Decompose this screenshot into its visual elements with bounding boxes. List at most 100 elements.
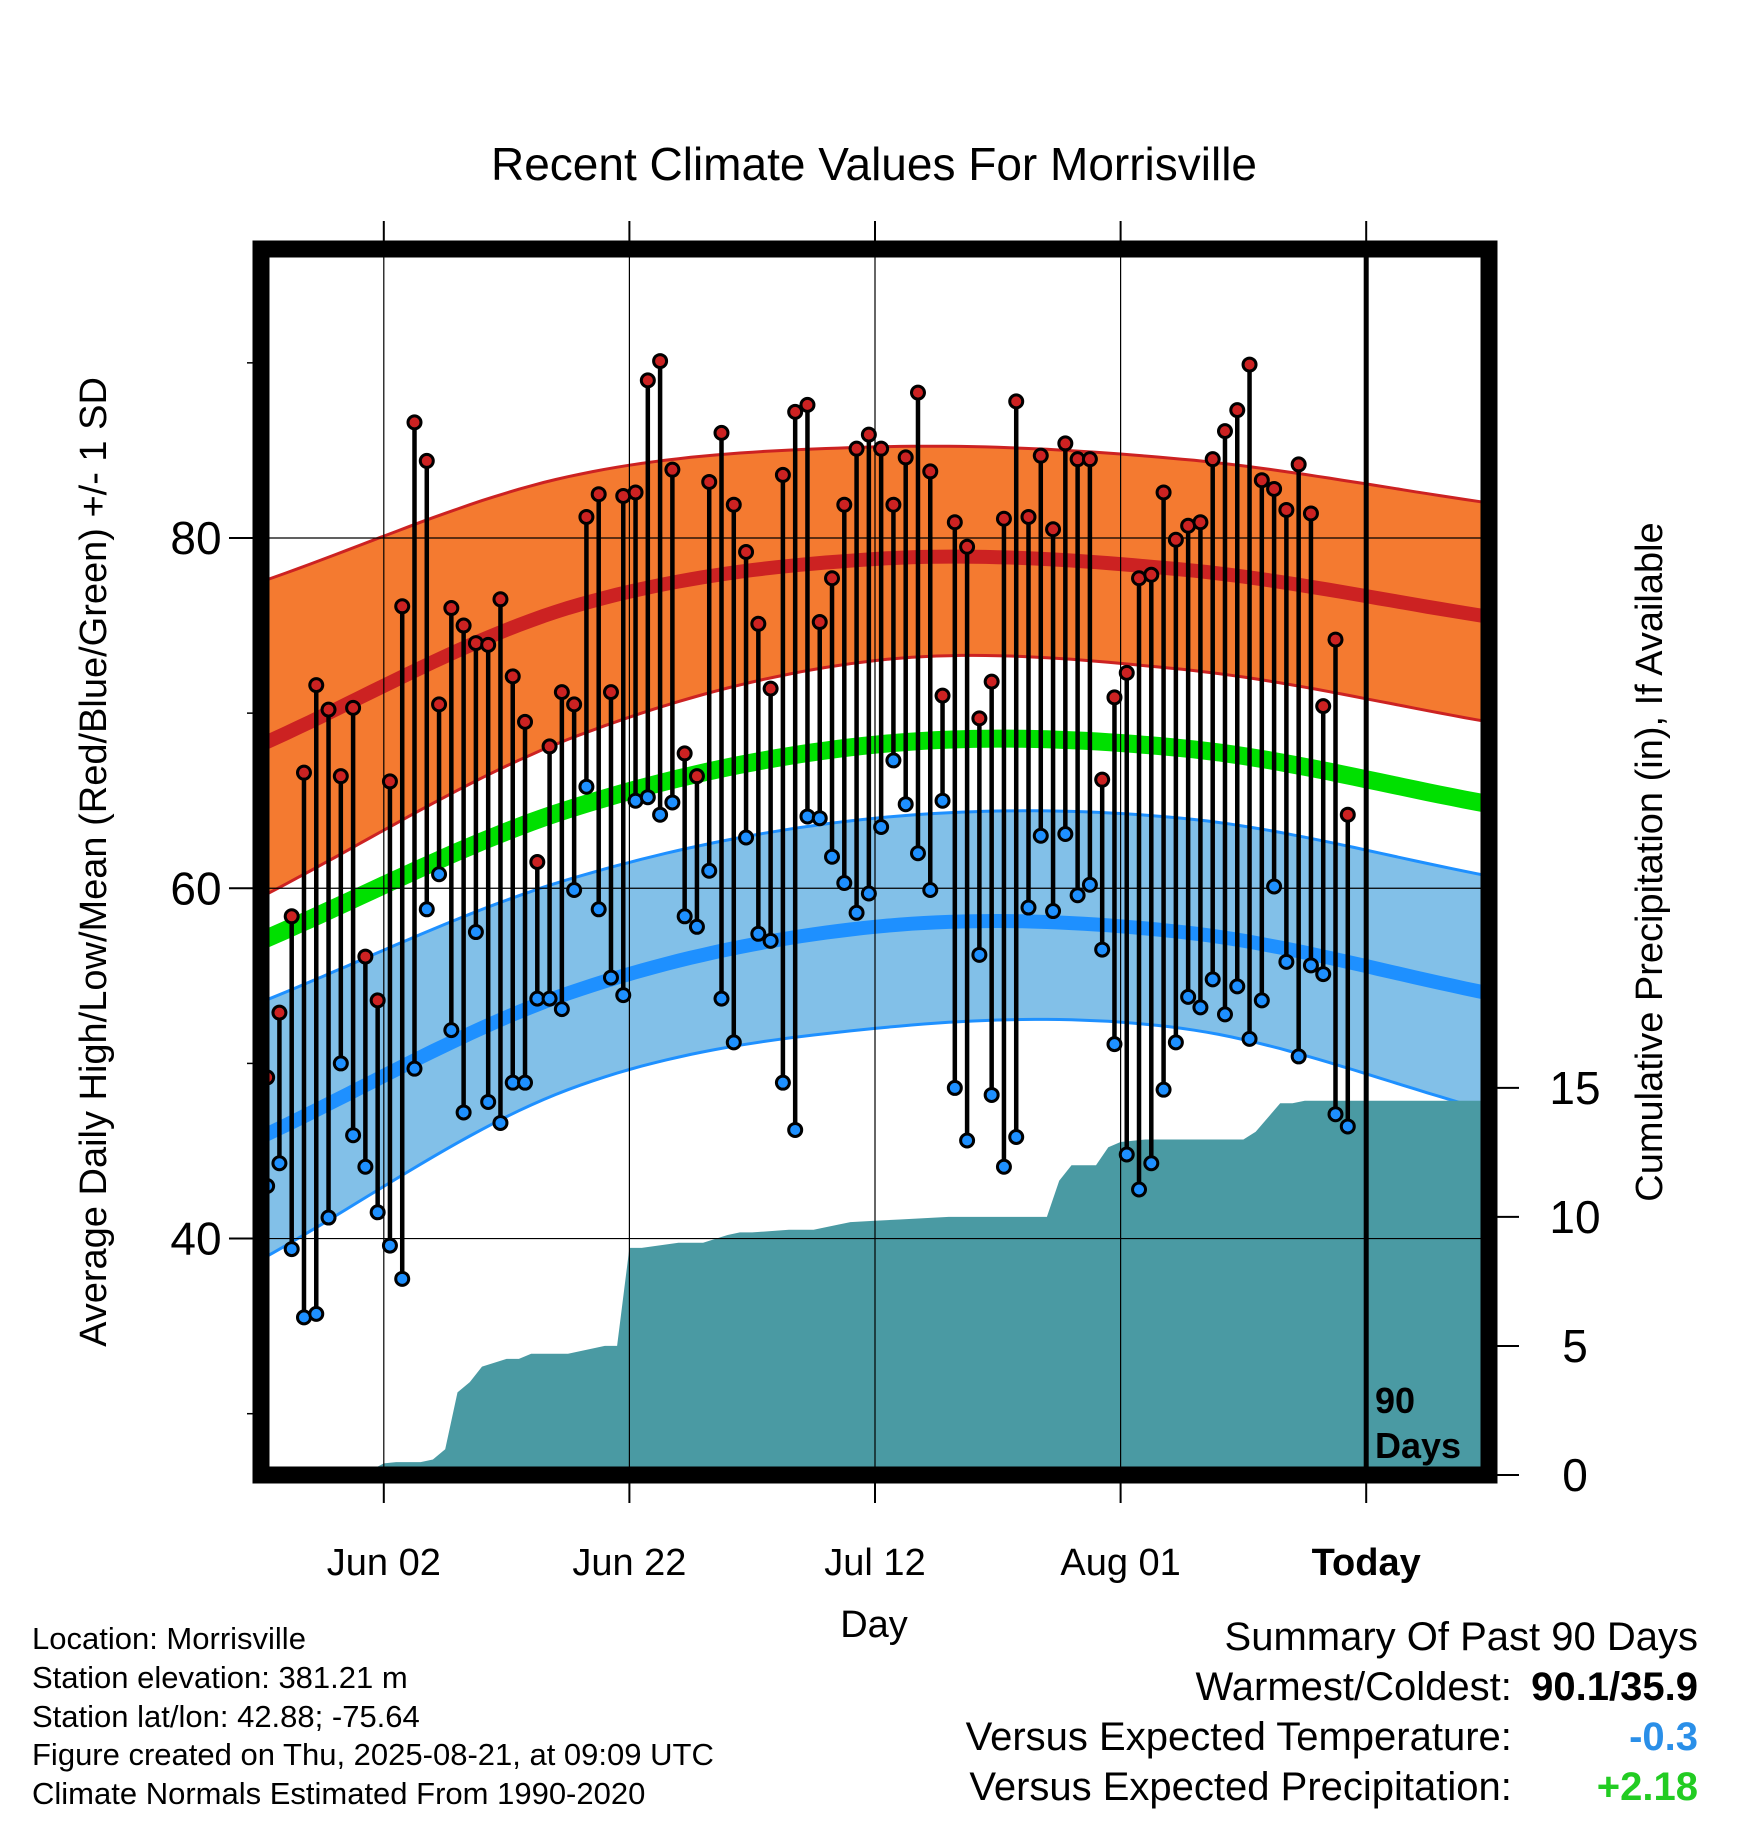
daily-low-point xyxy=(443,1022,460,1039)
daily-high-point xyxy=(369,992,386,1009)
daily-low-point xyxy=(811,810,828,827)
daily-low-point xyxy=(1339,1118,1356,1135)
daily-high-point xyxy=(909,384,926,401)
daily-high-point xyxy=(406,414,423,431)
daily-high-point xyxy=(1339,806,1356,823)
daily-high-point xyxy=(848,440,865,457)
daily-high-point xyxy=(1278,501,1295,518)
x-axis-label: Day xyxy=(840,1604,908,1646)
daily-high-point xyxy=(774,466,791,483)
x-tick-label: Jun 02 xyxy=(327,1542,441,1584)
y2-tick-label: 10 xyxy=(1549,1191,1600,1243)
daily-low-point xyxy=(406,1060,423,1077)
daily-low-point xyxy=(1315,966,1332,983)
daily-low-point xyxy=(934,792,951,809)
daily-high-point xyxy=(799,396,816,413)
daily-high-point xyxy=(357,948,374,965)
daily-high-point xyxy=(1266,480,1283,497)
daily-low-point xyxy=(885,752,902,769)
daily-high-point xyxy=(946,514,963,531)
daily-high-point xyxy=(836,496,853,513)
daily-low-point xyxy=(873,818,890,835)
daily-low-point xyxy=(922,882,939,899)
y-axis-label: Average Daily High/Low/Mean (Red/Blue/Gr… xyxy=(73,377,115,1347)
daily-low-point xyxy=(959,1132,976,1149)
daily-high-point xyxy=(1057,435,1074,452)
y2-tick-label: 15 xyxy=(1549,1062,1600,1114)
daily-low-point xyxy=(345,1127,362,1144)
y2-axis-label: Cumulative Precipitation (in), If Availa… xyxy=(1629,522,1671,1201)
daily-low-point xyxy=(602,969,619,986)
daily-high-point xyxy=(762,680,779,697)
daily-high-point xyxy=(1204,451,1221,468)
daily-high-point xyxy=(1229,402,1246,419)
daily-high-point xyxy=(639,372,656,389)
daily-high-point xyxy=(983,673,1000,690)
daily-high-point xyxy=(971,710,988,727)
daily-high-point xyxy=(1192,514,1209,531)
daily-low-point xyxy=(1327,1106,1344,1123)
daily-high-point xyxy=(652,353,669,370)
daily-low-point xyxy=(1020,899,1037,916)
daily-low-point xyxy=(1032,827,1049,844)
daily-low-point xyxy=(1118,1146,1135,1163)
daily-low-point xyxy=(1204,971,1221,988)
daily-high-point xyxy=(885,496,902,513)
daily-points xyxy=(261,353,1356,1326)
daily-low-point xyxy=(1045,903,1062,920)
y2-tick-label: 0 xyxy=(1562,1449,1588,1501)
today-marker-label-line2: Days xyxy=(1375,1425,1461,1466)
daily-high-point xyxy=(504,668,521,685)
daily-low-point xyxy=(480,1093,497,1110)
daily-low-point xyxy=(787,1121,804,1138)
daily-high-point xyxy=(897,449,914,466)
daily-high-point xyxy=(1315,698,1332,715)
daily-low-point xyxy=(1278,953,1295,970)
daily-low-point xyxy=(713,990,730,1007)
daily-high-point xyxy=(1143,566,1160,583)
summary-warm-cold: Warmest/Coldest: 90.1/35.9 xyxy=(966,1662,1699,1712)
daily-low-point xyxy=(860,885,877,902)
daily-low-point xyxy=(848,904,865,921)
daily-high-point xyxy=(995,510,1012,527)
daily-high-point xyxy=(308,677,325,694)
daily-high-point xyxy=(1155,484,1172,501)
daily-low-point xyxy=(1143,1155,1160,1172)
daily-high-point xyxy=(1241,356,1258,373)
daily-high-point xyxy=(1327,631,1344,648)
daily-low-point xyxy=(590,901,607,918)
temp-value: -0.3 xyxy=(1629,1715,1698,1759)
daily-low-point xyxy=(320,1209,337,1226)
temp-label: Versus Expected Temperature: xyxy=(965,1715,1512,1759)
high-sd-band xyxy=(261,446,1489,897)
daily-high-point xyxy=(1106,689,1123,706)
daily-low-point xyxy=(983,1086,1000,1103)
axes-ticks: Jun 02 Jun 22 Jul 12 Aug 01 Today 40 60 80 0 5 10 1… xyxy=(170,221,1601,1584)
daily-low-point xyxy=(897,796,914,813)
daily-low-point xyxy=(1229,978,1246,995)
daily-high-point xyxy=(381,773,398,790)
daily-low-point xyxy=(836,875,853,892)
daily-low-point xyxy=(1253,992,1270,1009)
daily-high-point xyxy=(590,486,607,503)
daily-high-point xyxy=(443,600,460,617)
daily-low-point xyxy=(738,829,755,846)
daily-high-point xyxy=(750,615,767,632)
daily-low-point xyxy=(971,946,988,963)
x-tick-label: Jul 12 xyxy=(824,1542,925,1584)
precip-label: Versus Expected Precipitation: xyxy=(969,1765,1512,1809)
precip-value: +2.18 xyxy=(1596,1765,1698,1809)
daily-high-point xyxy=(1020,508,1037,525)
daily-high-point xyxy=(688,768,705,785)
daily-high-point xyxy=(959,538,976,555)
daily-high-point xyxy=(517,713,534,730)
daily-high-point xyxy=(541,738,558,755)
daily-low-point xyxy=(652,806,669,823)
daily-low-point xyxy=(492,1114,509,1131)
daily-low-point xyxy=(701,862,718,879)
summary-precip: Versus Expected Precipitation: +2.18 xyxy=(966,1762,1698,1812)
y-tick-label: 80 xyxy=(170,512,221,564)
daily-low-point xyxy=(1266,878,1283,895)
daily-low-point xyxy=(909,845,926,862)
daily-low-point xyxy=(824,848,841,865)
